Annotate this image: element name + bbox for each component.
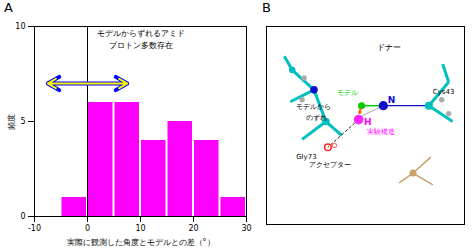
svg-text:10: 10 xyxy=(15,22,25,31)
svg-text:モデル: モデル xyxy=(337,89,358,97)
svg-text:ドナー: ドナー xyxy=(377,43,401,52)
html-text:A: A xyxy=(4,0,13,15)
svg-text:0: 0 xyxy=(20,212,25,221)
svg-text:実験構造: 実験構造 xyxy=(367,128,395,136)
svg-text:10: 10 xyxy=(135,224,145,233)
svg-text:N: N xyxy=(388,95,396,105)
svg-text:Cys43: Cys43 xyxy=(433,88,455,96)
svg-text:-10: -10 xyxy=(28,224,41,233)
svg-text:0: 0 xyxy=(85,224,90,233)
svg-text:のずれ: のずれ xyxy=(306,114,327,122)
svg-text:実際に観測した角度とモデルとの差（°）: 実際に観測した角度とモデルとの差（°） xyxy=(67,238,215,247)
svg-text:O: O xyxy=(332,142,338,150)
html-text:B: B xyxy=(262,0,271,15)
svg-text:H: H xyxy=(364,117,372,127)
svg-text:30: 30 xyxy=(241,224,251,233)
svg-text:プロトン多数存在: プロトン多数存在 xyxy=(109,41,173,50)
svg-text:20: 20 xyxy=(188,224,198,233)
svg-text:Gly73: Gly73 xyxy=(296,153,316,161)
svg-text:頻度: 頻度 xyxy=(7,114,16,130)
svg-text:アクセプター: アクセプター xyxy=(309,161,351,169)
svg-text:モデルからずれるアミド: モデルからずれるアミド xyxy=(97,29,185,38)
svg-text:5: 5 xyxy=(20,117,25,126)
svg-text:モデルから: モデルから xyxy=(296,103,331,111)
